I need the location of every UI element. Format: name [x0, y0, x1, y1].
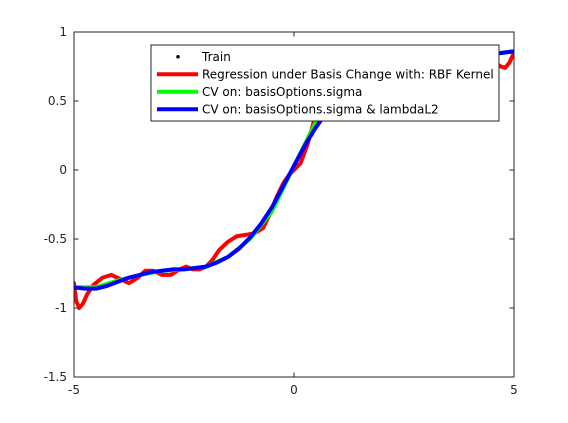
legend: Train Regression under Basis Change with:…: [150, 44, 500, 122]
y-tick-label-1: 0.5: [48, 94, 67, 108]
y-tick-label-2: 0: [59, 163, 67, 177]
legend-label-0: Train: [201, 50, 231, 64]
x-tick-label-0: -5: [68, 383, 80, 397]
y-tick-label-5: -1.5: [44, 370, 67, 384]
axes-layer: -5 0 5 1 0.5 0 -0.5 -1 -1.5: [44, 25, 518, 397]
legend-label-3: CV on: basisOptions.sigma & lambdaL2: [202, 103, 439, 117]
y-tick-label-3: -0.5: [44, 232, 67, 246]
y-tick-label-4: -1: [55, 301, 67, 315]
legend-label-1: Regression under Basis Change with: RBF …: [202, 68, 494, 82]
legend-marker-0: [176, 54, 180, 59]
legend-label-2: CV on: basisOptions.sigma: [202, 85, 362, 99]
x-tick-label-2: 5: [510, 383, 518, 397]
legend-box: [150, 44, 500, 122]
y-tick-label-0: 1: [59, 25, 67, 39]
x-tick-label-1: 0: [290, 383, 298, 397]
